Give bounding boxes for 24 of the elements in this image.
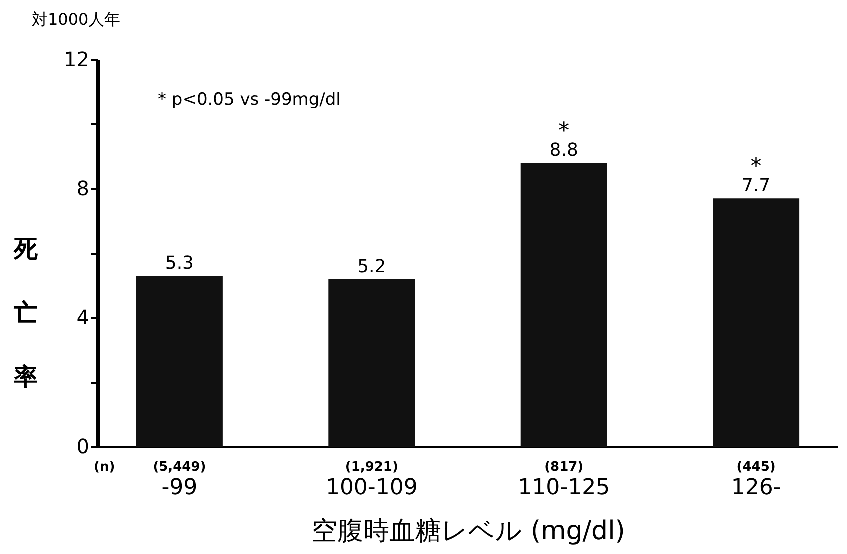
data-label: 5.2 xyxy=(358,256,386,278)
text: (1,921) xyxy=(345,460,398,475)
bar xyxy=(713,198,800,447)
bar xyxy=(328,279,416,447)
text: (5,449) xyxy=(153,460,206,475)
bar xyxy=(520,163,608,447)
x-axis-title: 空腹時血糖レベル (mg/dl) xyxy=(312,516,626,546)
x-tick-label: -99 xyxy=(162,476,198,500)
y-tick-label: 4 xyxy=(76,306,90,330)
text: 死亡率 xyxy=(14,235,38,391)
x-tick-label: 100-109 xyxy=(326,476,418,500)
chart-title: 対1000人年 xyxy=(32,10,121,29)
text: (817) xyxy=(544,460,584,475)
annotation: * p<0.05 vs -99mg/dl xyxy=(158,90,341,110)
data-label: 5.3 xyxy=(165,253,194,274)
x-tick-label: 126- xyxy=(731,476,782,500)
y-tick-label: 0 xyxy=(76,434,90,458)
text: (n) xyxy=(94,460,116,475)
y-tick-label: 8 xyxy=(76,176,90,200)
data-label: 7.7 xyxy=(742,176,771,197)
x-tick-label: 110-125 xyxy=(518,476,610,500)
bar xyxy=(136,276,223,447)
text: (445) xyxy=(736,460,776,475)
y-tick-label: 12 xyxy=(64,48,90,72)
